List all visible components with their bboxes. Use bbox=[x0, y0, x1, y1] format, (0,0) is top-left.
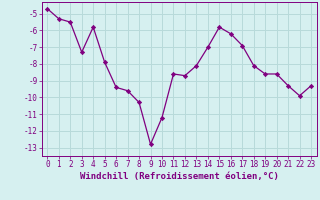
X-axis label: Windchill (Refroidissement éolien,°C): Windchill (Refroidissement éolien,°C) bbox=[80, 172, 279, 181]
